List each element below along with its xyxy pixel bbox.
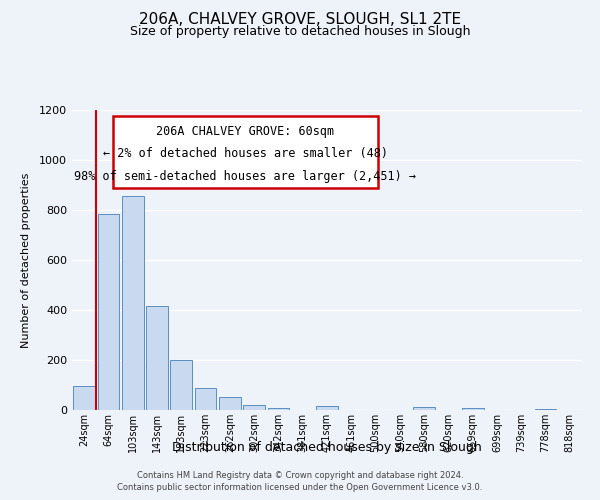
Bar [316,406,338,410]
Bar [413,407,435,410]
Bar [462,408,484,410]
Bar [146,306,168,410]
FancyBboxPatch shape [113,116,378,188]
Bar [268,408,289,410]
Bar [219,397,241,410]
Text: 98% of semi-detached houses are larger (2,451) →: 98% of semi-detached houses are larger (… [74,170,416,183]
Bar [122,196,143,410]
Text: 206A CHALVEY GROVE: 60sqm: 206A CHALVEY GROVE: 60sqm [157,125,334,138]
Y-axis label: Number of detached properties: Number of detached properties [20,172,31,348]
Text: Contains public sector information licensed under the Open Government Licence v3: Contains public sector information licen… [118,483,482,492]
Text: Size of property relative to detached houses in Slough: Size of property relative to detached ho… [130,25,470,38]
Bar [97,214,119,410]
Text: 206A, CHALVEY GROVE, SLOUGH, SL1 2TE: 206A, CHALVEY GROVE, SLOUGH, SL1 2TE [139,12,461,28]
Text: Distribution of detached houses by size in Slough: Distribution of detached houses by size … [172,441,482,454]
Text: ← 2% of detached houses are smaller (48): ← 2% of detached houses are smaller (48) [103,148,388,160]
Bar [73,386,95,410]
Bar [194,388,217,410]
Text: Contains HM Land Registry data © Crown copyright and database right 2024.: Contains HM Land Registry data © Crown c… [137,472,463,480]
Bar [170,360,192,410]
Bar [535,409,556,410]
Bar [243,405,265,410]
